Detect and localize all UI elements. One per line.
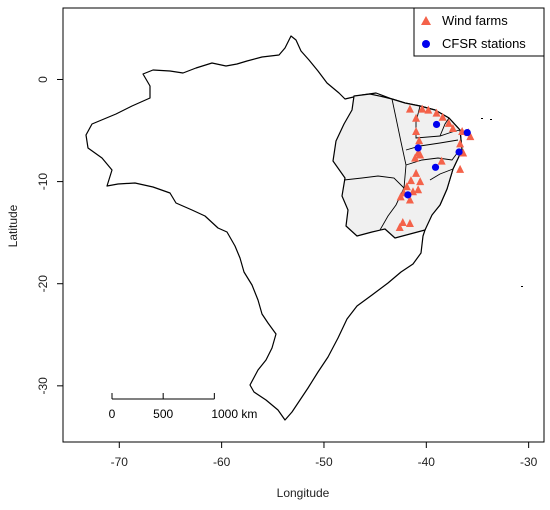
wind-farm-point [405,104,414,113]
cfsr-station-point [432,120,441,129]
legend-label-cfsr-stations: CFSR stations [442,36,526,51]
legend-label-wind-farms: Wind farms [442,13,508,28]
islands [481,118,523,287]
y-axis-title: Latitude [6,204,20,247]
wind-farm-point [405,218,414,227]
wind-farm-point [405,195,414,204]
wind-farm-point [416,177,425,186]
wind-farm-point [424,105,433,114]
scale-bar-label: 1000 km [211,407,257,421]
x-tick-label: -30 [520,455,538,469]
x-tick-label: -60 [213,455,231,469]
scale-bar-label: 500 [153,407,173,421]
x-tick-label: -70 [111,455,129,469]
wind-farm-point [437,156,446,165]
wind-farm-point [414,185,423,194]
y-tick-label: 0 [36,76,50,83]
wind-farm-point [416,150,425,159]
cfsr-station-point [404,191,412,199]
x-axis: -70 -60 -50 -40 -30 [111,442,538,469]
wind-farm-point [466,132,475,141]
legend: Wind farms CFSR stations [413,7,545,57]
wind-farm-point [456,139,465,148]
wind-farm-point [418,104,427,113]
y-axis: 0 -10 -20 -30 [36,76,63,395]
x-axis-title: Longitude [277,486,330,500]
legend-box [413,7,545,57]
scale-bar: 0 500 1000 km [109,393,257,421]
wind-farm-point [412,127,421,136]
wind-farm-point [412,113,421,122]
wind-farm-point [411,153,420,162]
y-tick-label: -10 [36,173,50,191]
scale-bar-label: 0 [109,407,116,421]
y-tick-label: -20 [36,275,50,293]
data-points [395,104,475,232]
legend-triangle-marker [421,16,431,25]
cfsr-station-point [463,128,471,137]
wind-farm-point [415,136,424,145]
wind-farm-point [402,182,411,191]
wind-farm-point [438,112,447,121]
northeast-region [332,93,463,239]
legend-circle-marker [422,40,430,48]
wind-farm-point [432,108,441,117]
wind-farm-point [406,176,415,185]
plot-frame [62,7,545,443]
y-tick-label: -30 [36,377,50,395]
wind-farm-point [444,118,453,127]
cfsr-station-point [455,148,463,156]
wind-farm-point [398,217,407,226]
cfsr-station-point [414,144,422,152]
wind-farm-point [456,164,465,173]
wind-farm-point [396,192,405,201]
x-tick-label: -50 [315,455,333,469]
wind-farm-point [412,168,421,177]
x-tick-label: -40 [418,455,436,469]
wind-farm-point [395,223,404,232]
wind-farm-point [448,123,457,132]
cfsr-station-point [431,163,440,171]
